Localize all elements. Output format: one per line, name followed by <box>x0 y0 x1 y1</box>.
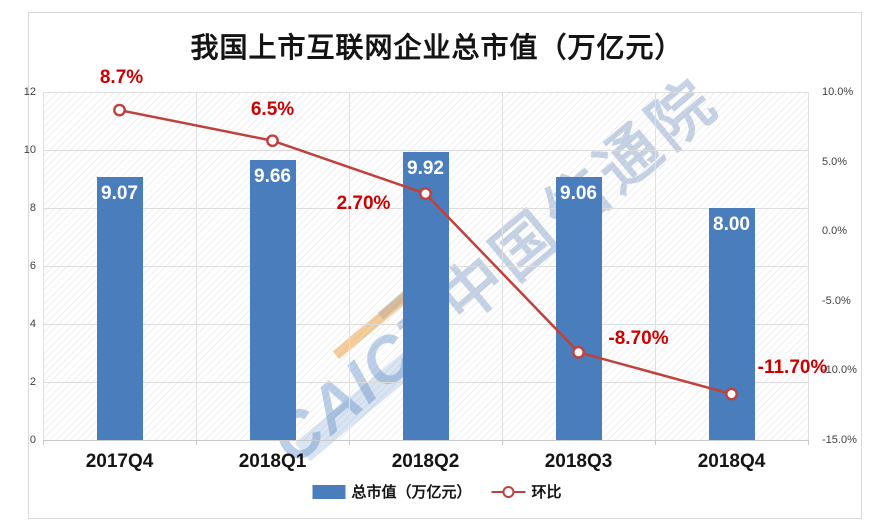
x-axis-tick-mark <box>349 440 350 445</box>
secondary-axis-tick-label: -15.0% <box>822 434 857 446</box>
y-axis-tick-label: 10 <box>23 144 36 156</box>
bar: 9.06 <box>555 177 602 440</box>
y-axis-tick-label: 12 <box>23 86 36 98</box>
bar-value-label: 9.92 <box>407 158 444 180</box>
line-path <box>119 108 732 396</box>
category-label: 2018Q1 <box>238 451 307 472</box>
bar: 8.00 <box>708 208 755 440</box>
bar: 9.92 <box>402 152 449 440</box>
bar-value-label: 8.00 <box>713 214 750 235</box>
legend-line-swatch-icon <box>491 485 526 499</box>
legend-bar-swatch-icon <box>312 484 346 499</box>
secondary-axis-tick-label: -10.0% <box>822 364 857 377</box>
line-point-label: -8.70% <box>608 328 669 350</box>
gridline-vertical <box>655 92 656 440</box>
gridline-vertical <box>502 92 503 440</box>
line-series <box>113 103 738 401</box>
bar-value-label: 9.06 <box>560 183 597 205</box>
line-marker-icon <box>725 387 738 401</box>
legend-label-qoq: 环比 <box>531 484 562 501</box>
gridline-vertical <box>808 92 809 440</box>
legend-label-market-cap: 总市值（万亿元） <box>351 484 472 501</box>
category-label: 2018Q4 <box>697 451 766 472</box>
category-label: 2018Q3 <box>544 451 613 472</box>
y-axis-tick-label: 2 <box>29 376 36 388</box>
line-marker-icon <box>572 345 585 359</box>
x-axis-tick-mark <box>808 440 809 445</box>
y-axis-tick-label: 6 <box>29 260 36 272</box>
category-label: 2017Q4 <box>85 451 154 472</box>
line-point-label: -11.70% <box>757 357 828 379</box>
line-marker-icon <box>266 134 279 148</box>
bar-value-label: 9.07 <box>101 182 138 204</box>
x-axis-tick-mark <box>196 440 197 445</box>
x-axis-tick-mark <box>43 440 44 445</box>
line-marker-icon <box>113 103 126 117</box>
line-point-label: 6.5% <box>250 98 295 120</box>
x-axis-tick-mark <box>655 440 656 445</box>
gridline-horizontal <box>43 92 808 93</box>
legend: 总市值（万亿元） 环比 <box>312 481 562 502</box>
bar: 9.66 <box>249 159 296 440</box>
line-point-label: 8.7% <box>99 67 144 89</box>
chart-title: 我国上市互联网企业总市值（万亿元） <box>190 32 684 63</box>
gridline-horizontal <box>43 150 808 151</box>
bar-value-label: 9.66 <box>254 165 291 187</box>
line-point-label: 2.70% <box>336 192 391 214</box>
gridline-vertical <box>196 92 197 440</box>
legend-item-qoq: 环比 <box>491 481 562 502</box>
secondary-axis-tick-label: 0.0% <box>822 225 848 238</box>
secondary-axis-tick-label: -5.0% <box>822 294 851 307</box>
gridline-vertical <box>43 92 44 440</box>
line-marker-icon <box>419 187 432 201</box>
x-axis-tick-mark <box>502 440 503 445</box>
bar: 9.07 <box>96 176 143 440</box>
y-axis-tick-label: 8 <box>29 202 36 214</box>
legend-item-market-cap: 总市值（万亿元） <box>312 481 472 502</box>
secondary-axis-tick-label: 10.0% <box>822 86 854 98</box>
y-axis-tick-label: 0 <box>29 434 36 446</box>
y-axis-tick-label: 4 <box>29 318 36 330</box>
secondary-axis-tick-label: 5.0% <box>822 155 848 168</box>
category-label: 2018Q2 <box>391 451 460 472</box>
gridline-vertical <box>349 92 350 440</box>
